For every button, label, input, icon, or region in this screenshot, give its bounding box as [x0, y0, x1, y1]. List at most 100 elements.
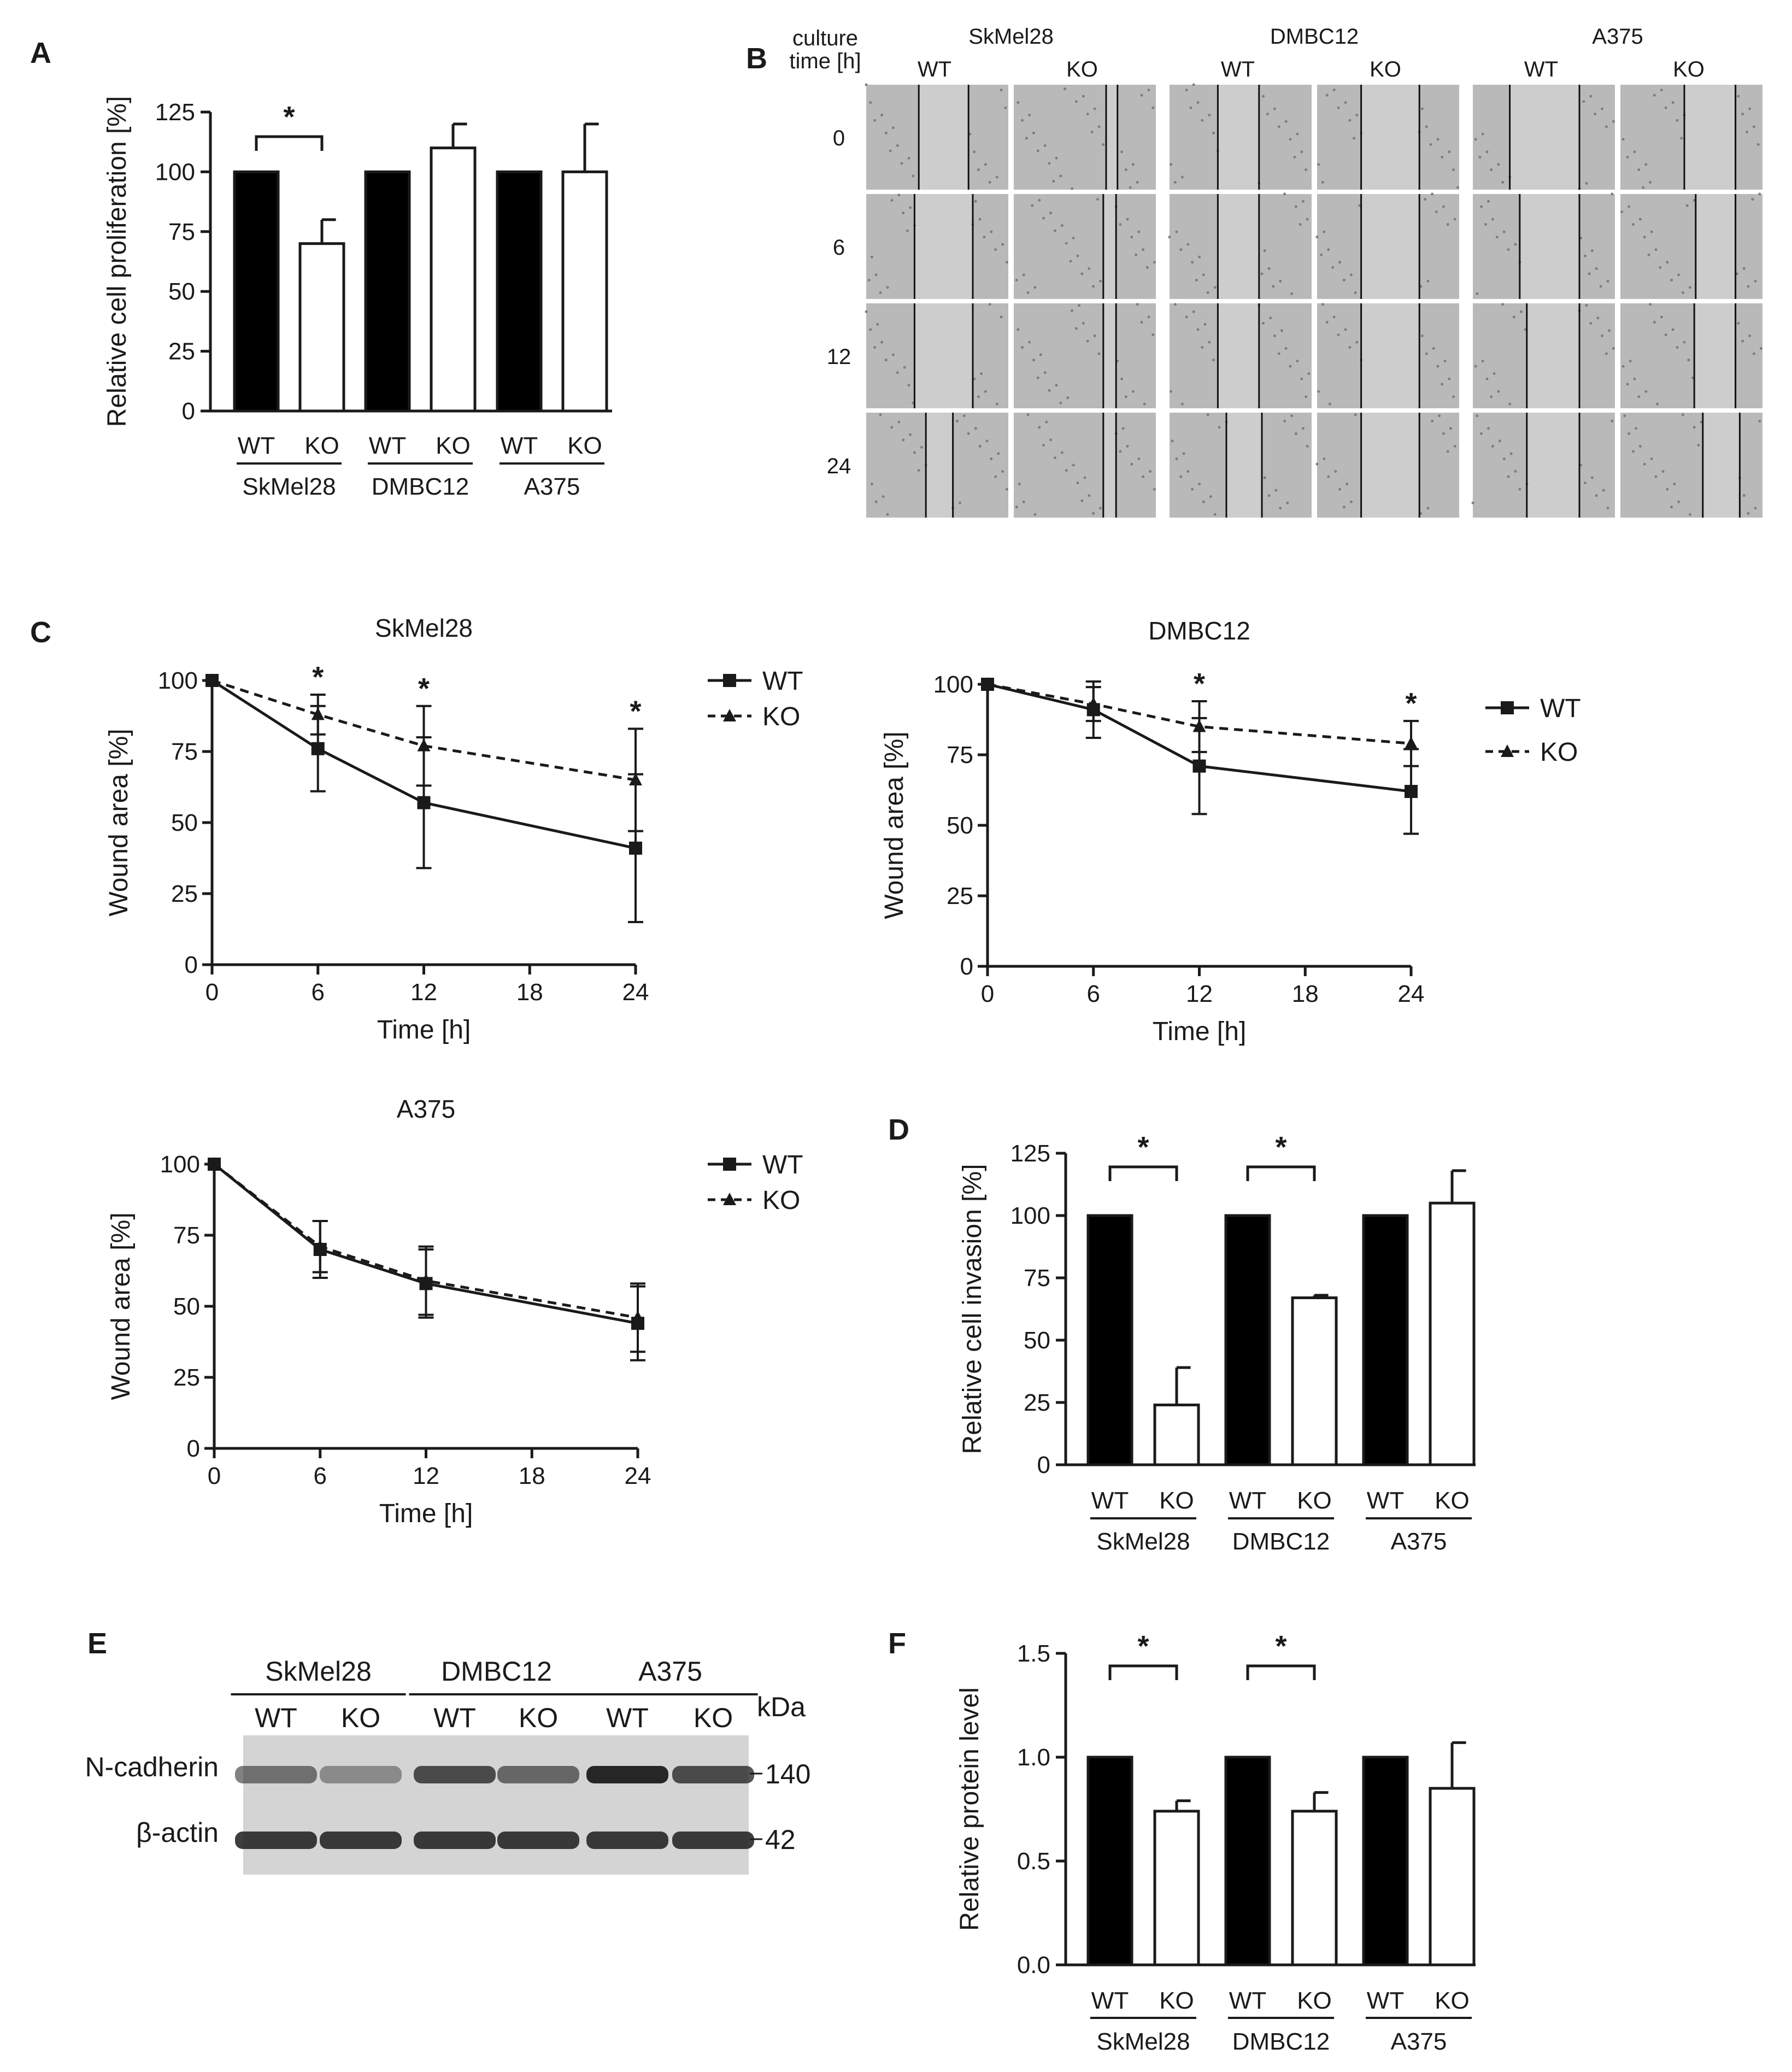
bar-ko-skmel28: [1153, 1810, 1200, 1967]
wound-gap: [1226, 413, 1262, 518]
blot-band: [414, 1832, 496, 1849]
cell-speckle: [1758, 419, 1761, 422]
cell-speckle: [1083, 476, 1086, 479]
y-tick-label: 100: [155, 159, 195, 185]
significance-bracket: [1108, 1664, 1178, 1680]
cell-speckle: [1277, 125, 1280, 128]
cell-speckle: [1435, 210, 1438, 214]
cell-speckle: [994, 475, 997, 478]
cell-speckle: [1589, 95, 1593, 98]
cell-speckle: [1426, 507, 1430, 510]
bar-ko-dmbc12: [430, 146, 477, 413]
cell-speckle: [1355, 114, 1359, 117]
cell-speckle: [1078, 304, 1081, 307]
wound-gap: [1103, 303, 1117, 408]
cell-speckle: [873, 346, 877, 349]
data-point-ko: [1086, 697, 1100, 710]
y-axis-title: Wound area [%]: [880, 731, 909, 919]
cell-speckle: [1354, 291, 1357, 294]
cell-speckle: [1209, 495, 1212, 498]
cell-speckle: [1436, 138, 1440, 141]
cell-speckle: [1065, 469, 1068, 472]
panel-label-a: A: [30, 37, 51, 69]
series-line-wt: [987, 683, 1412, 793]
cell-speckle: [1213, 513, 1217, 516]
cell-speckle: [1074, 100, 1078, 103]
wound-gap: [914, 194, 973, 299]
cell-speckle: [1432, 347, 1435, 350]
condition-label: KO: [436, 432, 471, 459]
bar-wt-a375: [1362, 1214, 1409, 1466]
cell-speckle: [1491, 444, 1494, 448]
y-tick-label: 25: [173, 1364, 200, 1391]
bar-ko-dmbc12: [1291, 1296, 1338, 1466]
cell-speckle: [1623, 414, 1626, 418]
cell-speckle: [1301, 427, 1305, 430]
cell-speckle: [1129, 186, 1132, 189]
cell-speckle: [896, 144, 899, 147]
data-point-ko: [981, 677, 994, 690]
blot-cell-line-label: DMBC12: [441, 1656, 552, 1687]
cell-speckle: [1284, 347, 1288, 350]
blot-band: [672, 1832, 754, 1849]
y-tick-label: 50: [171, 809, 198, 836]
cell-speckle: [1151, 106, 1155, 109]
cell-speckle: [1629, 360, 1632, 363]
kda-marker-label: 42: [765, 1824, 796, 1855]
cell-speckle: [1191, 488, 1194, 491]
wound-gap: [1218, 85, 1259, 190]
cell-speckle: [988, 303, 991, 306]
significance-star: *: [418, 672, 430, 705]
cell-speckle: [1192, 310, 1195, 313]
cell-speckle: [1620, 210, 1624, 214]
x-tick-label: 18: [519, 1463, 545, 1489]
cell-speckle: [995, 175, 998, 179]
cell-speckle: [1273, 334, 1276, 338]
cell-speckle: [1612, 120, 1615, 123]
cell-speckle: [1102, 143, 1105, 146]
cell-speckle: [1300, 150, 1303, 154]
cell-speckle: [1653, 321, 1656, 324]
cell-speckle: [1633, 150, 1636, 154]
cell-speckle: [1060, 224, 1064, 227]
cell-speckle: [1680, 137, 1683, 140]
cell-speckle: [1681, 413, 1684, 416]
cell-speckle: [907, 156, 910, 160]
cell-speckle: [1055, 384, 1058, 387]
blot-band: [586, 1766, 668, 1783]
time-row-label: 24: [827, 454, 851, 478]
cell-speckle: [1093, 107, 1096, 110]
cell-speckle: [1124, 168, 1127, 172]
cell-speckle: [1076, 254, 1079, 257]
bar-ko-dmbc12: [1291, 1810, 1338, 1967]
cell-speckle: [1320, 253, 1323, 256]
cell-speckle: [891, 126, 895, 130]
cell-speckle: [1453, 218, 1456, 221]
cell-speckle: [902, 212, 905, 215]
group-label: A375: [1391, 1528, 1447, 1555]
cell-speckle: [1425, 352, 1428, 355]
cell-speckle: [1072, 237, 1075, 240]
x-tick-label: 24: [622, 979, 649, 1006]
data-point-ko: [631, 1310, 644, 1323]
cell-speckle: [876, 322, 879, 326]
cell-speckle: [1182, 452, 1185, 455]
bar-ko-a375: [1429, 1787, 1476, 1967]
cell-speckle: [873, 119, 877, 122]
y-tick-label: 50: [173, 1293, 200, 1320]
cell-speckle: [1626, 155, 1629, 159]
data-point-ko: [1405, 736, 1418, 749]
cell-speckle: [1659, 266, 1662, 269]
bar-ko-a375: [1429, 1201, 1476, 1466]
cell-speckle: [1666, 261, 1669, 264]
legend-marker-ko: [1501, 744, 1514, 757]
cell-speckle: [1072, 463, 1075, 467]
cell-speckle: [1497, 163, 1500, 166]
cell-speckle: [1042, 444, 1045, 447]
cell-speckle: [1342, 506, 1346, 509]
cell-speckle: [1192, 83, 1195, 86]
cell-speckle: [1049, 438, 1053, 442]
cell-speckle: [1481, 360, 1484, 363]
condition-header: KO: [1370, 57, 1401, 81]
cell-speckle: [1294, 432, 1297, 435]
